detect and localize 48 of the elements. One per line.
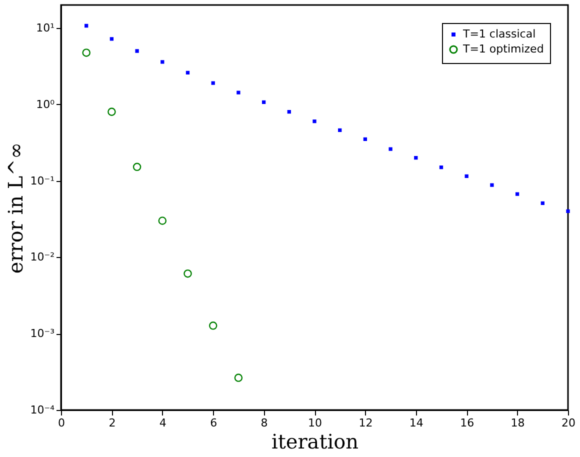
legend-label: T=1 classical	[462, 28, 536, 40]
point	[234, 374, 243, 382]
x-tick-label: 8	[260, 416, 268, 430]
y-axis-title: error in L^∞	[3, 142, 28, 274]
point	[363, 137, 368, 142]
x-tick-label: 16	[460, 416, 474, 430]
y-tick-label: 10⁻¹	[30, 174, 54, 188]
point	[414, 156, 418, 160]
y-tick-label: 10⁻²	[30, 250, 54, 264]
x-tick-label: 20	[562, 416, 576, 430]
y-tick-label: 10⁻³	[30, 327, 54, 340]
x-tick-label: 4	[159, 416, 166, 430]
x-tick-label: 2	[108, 416, 116, 430]
point	[338, 128, 342, 132]
x-axis-title: iteration	[271, 430, 359, 454]
point	[388, 147, 392, 151]
point	[566, 209, 570, 214]
point	[158, 216, 167, 225]
x-tick-label: 18	[510, 416, 525, 430]
y-tick-label: 10¹	[36, 22, 54, 34]
point	[287, 110, 291, 114]
legend-label: T=1 optimized	[462, 42, 544, 56]
point	[135, 49, 139, 53]
x-tick-label: 0	[58, 416, 65, 430]
y-tick-label: 10⁻⁴	[30, 404, 56, 416]
point	[160, 60, 164, 64]
x-tick-label: 6	[210, 416, 218, 430]
point	[515, 192, 520, 196]
point	[262, 100, 266, 104]
point	[464, 174, 468, 178]
point	[82, 48, 90, 57]
x-tick-label: 12	[358, 416, 373, 430]
point	[439, 166, 444, 170]
point	[236, 90, 240, 94]
x-tick-label: 10	[308, 416, 322, 430]
point	[540, 201, 544, 205]
x-tick-label: 14	[409, 416, 424, 430]
point	[312, 120, 316, 124]
point	[490, 183, 494, 187]
point	[84, 24, 88, 28]
point	[110, 37, 114, 41]
y-tick-label: 10⁰	[36, 98, 56, 111]
point	[184, 269, 192, 278]
point	[132, 162, 142, 172]
point	[186, 70, 190, 75]
point	[208, 322, 218, 330]
point	[211, 81, 215, 85]
point	[108, 108, 116, 116]
